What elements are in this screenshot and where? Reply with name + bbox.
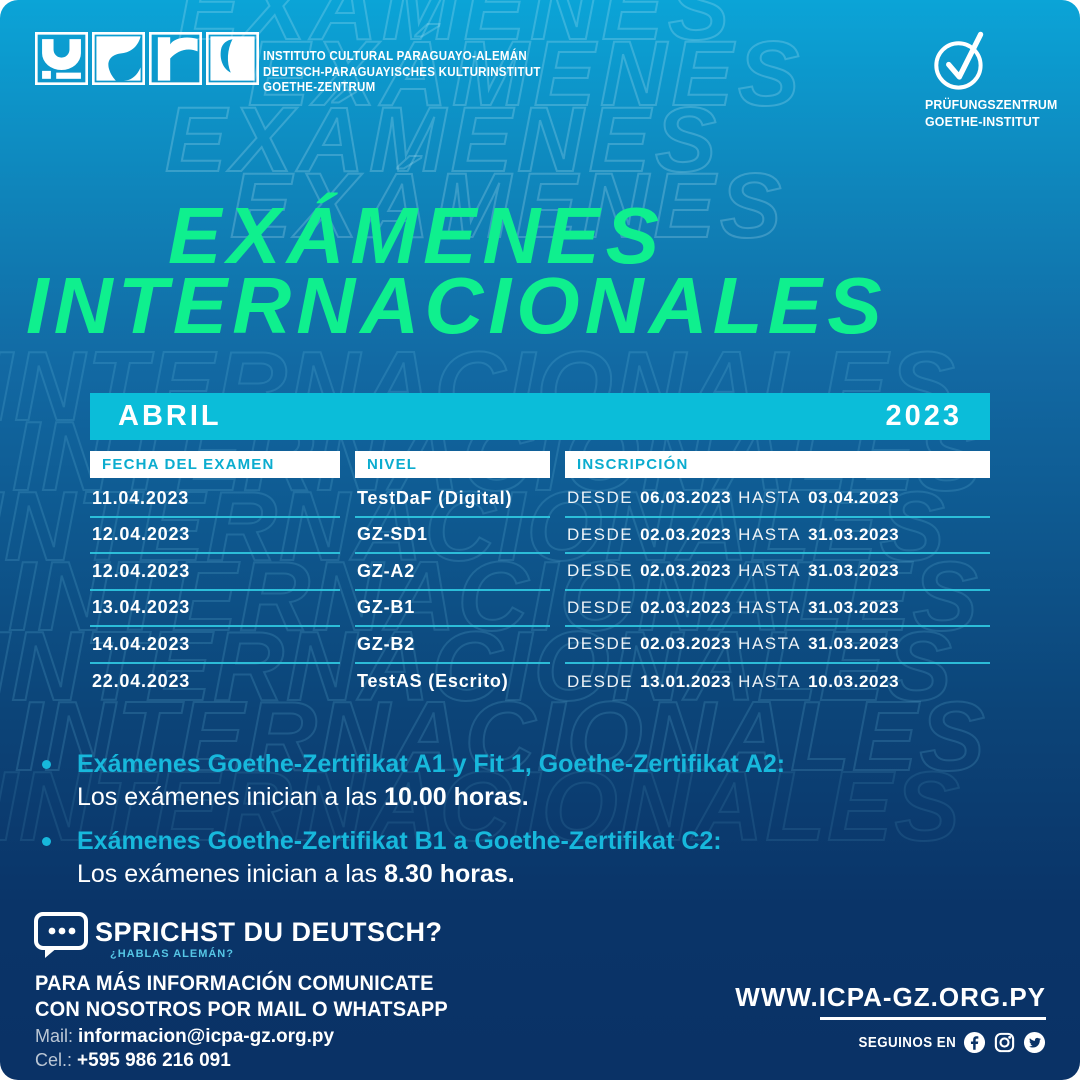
website-url[interactable]: WWW.ICPA-GZ.ORG.PY bbox=[735, 982, 1046, 1012]
cell-nivel: GZ-B2 bbox=[355, 627, 550, 664]
cell-inscripcion: DESDE 06.03.2023 HASTA 03.04.2023 bbox=[565, 481, 990, 518]
cell-nivel: GZ-A2 bbox=[355, 554, 550, 591]
icpa-logo-tile-1 bbox=[35, 32, 88, 85]
institute-line: DEUTSCH-PARAGUAYISCHES KULTURINSTITUT bbox=[263, 64, 541, 79]
cell-inscripcion: DESDE 02.03.2023 HASTA 31.03.2023 bbox=[565, 591, 990, 627]
mail-line: Mail: informacion@icpa-gz.org.py bbox=[35, 1026, 334, 1048]
cell-fecha: 14.04.2023 bbox=[90, 627, 340, 664]
cel-line: Cel.: +595 986 216 091 bbox=[35, 1050, 231, 1072]
cell-inscripcion: DESDE 02.03.2023 HASTA 31.03.2023 bbox=[565, 518, 990, 554]
seguinos-label: SEGUINOS EN bbox=[858, 1034, 956, 1051]
speech-bubble-icon bbox=[34, 912, 88, 958]
cell-fecha: 12.04.2023 bbox=[90, 518, 340, 554]
facebook-icon[interactable] bbox=[963, 1031, 986, 1054]
icpa-logo-tile-4 bbox=[206, 32, 259, 85]
cell-fecha: 22.04.2023 bbox=[92, 671, 191, 692]
icpa-logo bbox=[35, 32, 259, 85]
sprichst-du-deutsch-heading: SPRICHST DU DEUTSCH? bbox=[95, 917, 443, 947]
column-header-inscripcion: INSCRIPCIÓN bbox=[565, 451, 990, 478]
exam-table: 11.04.2023 TestDaF (Digital) DESDE 06.03.20… bbox=[90, 481, 990, 700]
cell-nivel: TestAS (Escrito) bbox=[357, 671, 509, 692]
cell-nivel: GZ-B1 bbox=[355, 591, 550, 627]
social-row: SEGUINOS EN bbox=[850, 1031, 1046, 1054]
cell-nivel: GZ-SD1 bbox=[355, 518, 550, 554]
table-row: 11.04.2023 TestDaF (Digital) DESDE 06.03.20… bbox=[90, 481, 990, 518]
column-header-fecha: FECHA DEL EXAMEN bbox=[90, 451, 340, 478]
icpa-logo-tile-3 bbox=[149, 32, 202, 85]
hablas-aleman-subheading: ¿HABLAS ALEMÁN? bbox=[110, 948, 234, 960]
contact-info-line: PARA MÁS INFORMACIÓN COMUNICATE bbox=[35, 971, 434, 995]
year-label: 2023 bbox=[885, 400, 962, 432]
note-heading: Exámenes Goethe-Zertifikat A1 y Fit 1, G… bbox=[77, 750, 786, 778]
bullet-icon bbox=[42, 760, 51, 769]
contact-info-text: PARA MÁS INFORMACIÓN COMUNICATE CON NOSO… bbox=[35, 970, 448, 1022]
mail-label: Mail: bbox=[35, 1026, 74, 1046]
cel-number[interactable]: +595 986 216 091 bbox=[77, 1050, 231, 1071]
note-item: Exámenes Goethe-Zertifikat A1 y Fit 1, G… bbox=[40, 748, 1040, 814]
cell-inscripcion: DESDE 02.03.2023 HASTA 31.03.2023 bbox=[565, 627, 990, 664]
cell-fecha: 13.04.2023 bbox=[90, 591, 340, 627]
table-row: 14.04.2023 GZ-B2 DESDE 02.03.2023 HASTA 31.03… bbox=[90, 627, 990, 664]
institute-line: GOETHE-ZENTRUM bbox=[263, 80, 376, 94]
watermark-text: EXÁMENES bbox=[164, 88, 722, 192]
cell-inscripcion: DESDE 13.01.2023 HASTA 10.03.2023 bbox=[567, 671, 900, 691]
month-bar: ABRIL 2023 bbox=[90, 393, 990, 440]
page-title-line2: INTERNACIONALES bbox=[26, 261, 887, 350]
cell-nivel: TestDaF (Digital) bbox=[355, 481, 550, 518]
note-body-bold: 10.00 horas. bbox=[384, 783, 529, 811]
bullet-icon bbox=[42, 837, 51, 846]
institute-name: INSTITUTO CULTURAL PARAGUAYO-ALEMÁN DEUT… bbox=[263, 49, 541, 96]
cell-fecha: 12.04.2023 bbox=[90, 554, 340, 591]
table-row: 22.04.2023 TestAS (Escrito) DESDE 13.01.202… bbox=[90, 664, 990, 701]
notes-section: Exámenes Goethe-Zertifikat A1 y Fit 1, G… bbox=[40, 748, 1040, 902]
page-title-line1: EXÁMENES bbox=[168, 191, 665, 280]
table-row: 12.04.2023 GZ-A2 DESDE 02.03.2023 HASTA 31.03… bbox=[90, 554, 990, 591]
note-body-text: Los exámenes inician a las bbox=[77, 783, 385, 811]
goethe-label-line: PRÜFUNGSZENTRUM bbox=[925, 97, 1058, 112]
icpa-logo-tile-2 bbox=[92, 32, 145, 85]
mail-address[interactable]: informacion@icpa-gz.org.py bbox=[78, 1026, 335, 1047]
instagram-icon[interactable] bbox=[993, 1031, 1016, 1054]
column-header-nivel: NIVEL bbox=[355, 451, 550, 478]
note-body-text: Los exámenes inician a las bbox=[77, 860, 385, 888]
table-column-headers: FECHA DEL EXAMEN NIVEL INSCRIPCIÓN bbox=[90, 451, 990, 478]
table-row: 12.04.2023 GZ-SD1 DESDE 02.03.2023 HASTA 31.0… bbox=[90, 518, 990, 554]
goethe-pruefungszentrum-logo: PRÜFUNGSZENTRUM GOETHE-INSTITUT bbox=[925, 30, 1058, 130]
cel-label: Cel.: bbox=[35, 1050, 73, 1070]
checkmark-circle-icon bbox=[934, 31, 984, 90]
table-row: 13.04.2023 GZ-B1 DESDE 02.03.2023 HASTA 31.03… bbox=[90, 591, 990, 627]
note-body: Los exámenes inician a las 8.30 horas. bbox=[77, 857, 1040, 891]
twitter-icon[interactable] bbox=[1023, 1031, 1046, 1054]
cell-inscripcion: DESDE 02.03.2023 HASTA 31.03.2023 bbox=[565, 554, 990, 591]
note-item: Exámenes Goethe-Zertifikat B1 a Goethe-Z… bbox=[40, 825, 1040, 891]
note-body: Los exámenes inician a las 10.00 horas. bbox=[77, 780, 1040, 814]
cell-fecha: 11.04.2023 bbox=[90, 481, 340, 518]
month-label: ABRIL bbox=[118, 400, 222, 432]
divider-line bbox=[820, 1017, 1046, 1020]
institute-line: INSTITUTO CULTURAL PARAGUAYO-ALEMÁN bbox=[263, 49, 527, 63]
goethe-label-line: GOETHE-INSTITUT bbox=[925, 114, 1040, 129]
note-heading: Exámenes Goethe-Zertifikat B1 a Goethe-Z… bbox=[77, 827, 722, 855]
contact-info-line: CON NOSOTROS POR MAIL O WHATSAPP bbox=[35, 997, 448, 1021]
note-body-bold: 8.30 horas. bbox=[384, 860, 515, 888]
